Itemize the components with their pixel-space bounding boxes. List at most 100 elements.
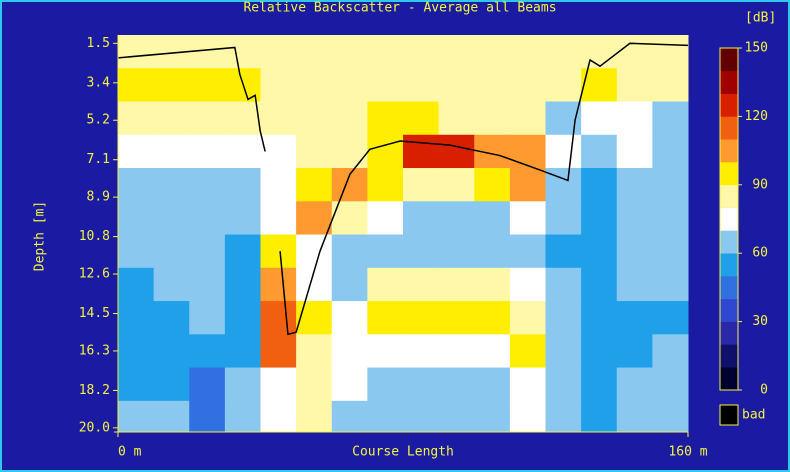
heat-cell bbox=[189, 68, 226, 103]
heat-cell bbox=[296, 367, 333, 402]
heat-cell bbox=[545, 35, 582, 69]
heat-cell bbox=[616, 367, 653, 402]
heat-cell bbox=[331, 367, 368, 402]
heat-cell bbox=[509, 367, 546, 402]
heat-cell bbox=[189, 234, 226, 269]
heat-cell bbox=[581, 367, 618, 402]
heat-cell bbox=[474, 201, 511, 236]
heat-cell bbox=[474, 334, 511, 369]
heat-cell bbox=[260, 367, 297, 402]
heat-cell bbox=[118, 234, 155, 269]
colorbar-band bbox=[720, 70, 738, 94]
heat-cell bbox=[545, 400, 582, 433]
y-tick-label: 20.0 bbox=[79, 420, 110, 435]
heat-cell bbox=[331, 134, 368, 169]
heat-cell bbox=[403, 400, 440, 433]
y-tick-label: 8.9 bbox=[87, 190, 110, 205]
heat-cell bbox=[438, 367, 475, 402]
heat-cell bbox=[509, 334, 546, 369]
heat-cell bbox=[118, 134, 155, 169]
heat-cell bbox=[545, 234, 582, 269]
heat-cell bbox=[652, 400, 689, 433]
heat-cell bbox=[331, 400, 368, 433]
heat-cell bbox=[260, 234, 297, 269]
heat-cell bbox=[153, 301, 190, 335]
heat-cell bbox=[118, 35, 155, 69]
heat-cell bbox=[296, 334, 333, 369]
heat-cell bbox=[118, 334, 155, 369]
heat-cell bbox=[474, 400, 511, 433]
heat-cell bbox=[118, 68, 155, 103]
heat-cell bbox=[652, 35, 689, 69]
colorbar-band bbox=[720, 116, 738, 140]
heat-cell bbox=[224, 234, 261, 269]
colorbar-band bbox=[720, 253, 738, 277]
heat-cell bbox=[581, 35, 618, 69]
colorbar-band bbox=[720, 344, 738, 368]
heat-cell bbox=[652, 234, 689, 269]
heat-cell bbox=[438, 101, 475, 136]
heat-cell bbox=[224, 201, 261, 236]
heat-cell bbox=[616, 101, 653, 136]
heat-cell bbox=[545, 134, 582, 169]
heat-cell bbox=[367, 201, 404, 236]
heat-cell bbox=[616, 267, 653, 302]
heat-cell bbox=[224, 101, 261, 136]
heat-cell bbox=[616, 334, 653, 369]
heat-cell bbox=[403, 68, 440, 103]
colorbar-tick-label: 30 bbox=[752, 314, 768, 329]
heat-cell bbox=[260, 334, 297, 369]
heat-cell bbox=[545, 267, 582, 302]
heat-cell bbox=[260, 201, 297, 236]
colorbar-tick-label: 0 bbox=[760, 383, 768, 398]
heat-cell bbox=[224, 334, 261, 369]
heat-cell bbox=[118, 168, 155, 202]
heat-cell bbox=[331, 301, 368, 335]
colorbar-band bbox=[720, 48, 738, 72]
heat-cell bbox=[367, 334, 404, 369]
heat-cell bbox=[509, 400, 546, 433]
heat-cell bbox=[331, 334, 368, 369]
y-tick-label: 1.5 bbox=[87, 36, 110, 51]
y-axis-label: Depth [m] bbox=[33, 201, 48, 271]
heat-cell bbox=[296, 201, 333, 236]
heat-cell bbox=[189, 201, 226, 236]
heat-cell bbox=[474, 68, 511, 103]
heat-cell bbox=[224, 267, 261, 302]
heat-cell bbox=[331, 267, 368, 302]
heat-cell bbox=[224, 168, 261, 202]
y-tick-label: 14.5 bbox=[79, 306, 110, 321]
heat-cell bbox=[545, 201, 582, 236]
heat-cell bbox=[509, 301, 546, 335]
heat-cell bbox=[438, 134, 475, 169]
colorbar-tick-label: 120 bbox=[745, 109, 768, 124]
heat-cell bbox=[403, 301, 440, 335]
heat-cell bbox=[403, 334, 440, 369]
y-tick-label: 18.2 bbox=[79, 383, 110, 398]
heat-cell bbox=[224, 400, 261, 433]
heat-cell bbox=[153, 168, 190, 202]
heat-cell bbox=[331, 35, 368, 69]
heat-cell bbox=[652, 301, 689, 335]
bad-label: bad bbox=[742, 408, 765, 423]
colorbar-band bbox=[720, 230, 738, 254]
y-tick-label: 10.8 bbox=[79, 229, 110, 244]
heat-cell bbox=[260, 400, 297, 433]
heat-cell bbox=[652, 101, 689, 136]
heat-cell bbox=[438, 68, 475, 103]
heat-cell bbox=[581, 201, 618, 236]
heat-cell bbox=[652, 367, 689, 402]
heat-cell bbox=[367, 234, 404, 269]
heat-cell bbox=[260, 68, 297, 103]
heat-cell bbox=[616, 301, 653, 335]
heat-cell bbox=[189, 101, 226, 136]
heat-cell bbox=[189, 267, 226, 302]
heat-cell bbox=[189, 168, 226, 202]
heat-cell bbox=[118, 201, 155, 236]
heat-cell bbox=[509, 101, 546, 136]
heat-cell bbox=[118, 101, 155, 136]
heat-cell bbox=[474, 35, 511, 69]
heat-cell bbox=[296, 301, 333, 335]
heat-cell bbox=[118, 267, 155, 302]
heat-cell bbox=[545, 68, 582, 103]
